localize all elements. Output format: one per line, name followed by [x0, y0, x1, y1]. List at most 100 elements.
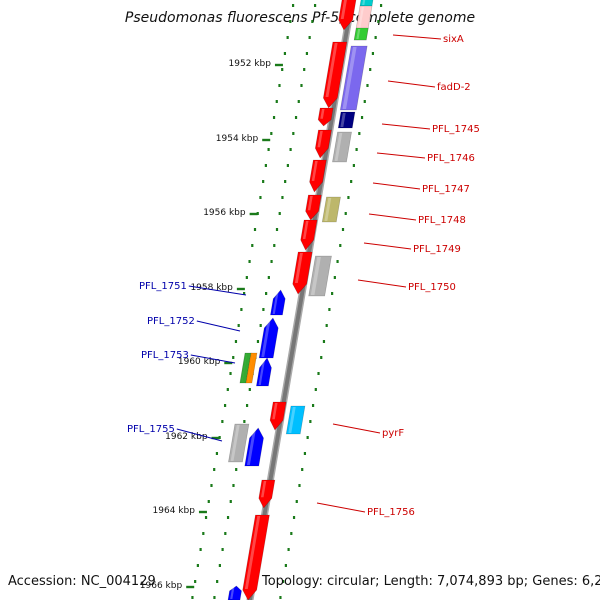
ring-dot — [243, 292, 246, 295]
ring-dot — [333, 276, 336, 279]
gene-leader-line — [363, 242, 412, 250]
ring-dot — [235, 468, 238, 471]
ring-dot — [311, 404, 315, 407]
cds-reverse-pfl1752-shade — [261, 319, 271, 357]
cds-forward-pfl1750 — [292, 251, 313, 295]
cds-forward-pfl1757 — [242, 514, 270, 600]
topology-text: Topology: circular; Length: 7,074,893 bp… — [262, 574, 600, 589]
gene-leader-line — [196, 320, 241, 332]
category-gray-left — [228, 423, 250, 463]
cds-forward-pfl1749-shade — [302, 221, 309, 239]
ring-dot — [259, 324, 262, 327]
ring-dot — [289, 148, 292, 151]
gene-leader-line — [381, 123, 431, 130]
ring-dot — [322, 340, 326, 343]
ring-dot — [213, 596, 216, 599]
ring-dot — [283, 52, 287, 55]
ring-dot — [278, 212, 281, 215]
ring-dot — [284, 180, 287, 183]
ring-dot — [224, 532, 227, 535]
ring-dot — [317, 372, 320, 375]
gene-label: PFL_1753 — [141, 350, 189, 361]
ring-dot — [292, 132, 295, 135]
ring-dot — [218, 564, 221, 567]
ring-dot — [267, 148, 270, 151]
cds-forward-pfl1745 — [317, 107, 334, 127]
ring-dot — [199, 548, 202, 551]
ring-dot — [295, 500, 298, 503]
ring-dot — [282, 580, 285, 583]
ring-dot — [350, 180, 353, 183]
ring-dot — [341, 228, 345, 231]
ring-dot — [243, 420, 246, 423]
cds-forward-pfl1747 — [309, 159, 327, 193]
ring-dot — [308, 36, 311, 39]
ring-dot — [248, 260, 251, 263]
cds-reverse-pfl1753-shade — [258, 359, 266, 385]
gene-leader-line — [188, 285, 247, 296]
ring-dot — [289, 20, 292, 23]
ring-dot — [344, 212, 347, 215]
gene-label: PFL_1748 — [418, 215, 466, 226]
category-orange-left-shade — [248, 354, 253, 382]
ring-dot — [240, 308, 243, 311]
category-khaki — [321, 196, 341, 223]
cds-forward-pfl1750-shade — [294, 253, 303, 283]
cds-reverse-bottom-shade — [230, 587, 235, 599]
ring-dot — [284, 564, 287, 567]
ring-dot — [237, 324, 240, 327]
cds-forward-pfl1746 — [314, 129, 332, 159]
ring-dot — [369, 68, 372, 71]
category-gray-1-shade — [334, 133, 343, 161]
ring-dot — [262, 180, 265, 183]
ruler-label: 1964 kbp — [153, 506, 196, 516]
ring-dot — [204, 516, 208, 519]
ring-dot — [355, 148, 358, 151]
gene-leader-line — [392, 34, 442, 40]
gene-leader-line — [176, 428, 223, 442]
category-green-top-shade — [356, 29, 361, 39]
category-green-left-shade — [242, 354, 247, 382]
ring-dot — [379, 4, 383, 7]
ring-dot — [229, 500, 232, 503]
ruler-label: 1960 kbp — [178, 357, 221, 367]
ring-dot — [248, 388, 251, 391]
category-skyblue — [285, 405, 306, 435]
gene-label: PFL_1749 — [413, 244, 461, 255]
cds-reverse-pfl1752 — [258, 317, 279, 359]
gene-label: fadD-2 — [437, 82, 471, 93]
gene-label: PFL_1746 — [427, 153, 475, 164]
gene-leader-line — [372, 182, 421, 190]
ring-dot — [331, 292, 334, 295]
ruler: 1952 kbp 1954 kbp 1956 kbp 1958 kbp 1960 kbp… — [140, 59, 283, 591]
ring-dot — [207, 500, 210, 503]
map-title: Pseudomonas fluorescens Pf-5, complete g… — [124, 10, 476, 26]
category-orange-left — [245, 352, 258, 384]
ring-dot — [265, 292, 268, 295]
cds-reverse-pfl1751-shade — [272, 291, 279, 314]
ring-dot — [221, 420, 224, 423]
cds-reverse-pfl1753 — [256, 357, 272, 387]
ring-dot — [191, 596, 194, 599]
ring-dot — [234, 340, 238, 343]
ring-dot — [245, 404, 249, 407]
cds-forward-pyrF — [269, 401, 287, 431]
cds-forward-pfl1748 — [305, 194, 322, 221]
gene-label: pyrF — [382, 428, 404, 439]
ring-dot — [298, 484, 301, 487]
cds-reverse-pfl1755-shade — [246, 429, 256, 465]
ruler-label: 1952 kbp — [229, 59, 272, 69]
gene-label: PFL_1752 — [147, 316, 195, 327]
ring-dot — [196, 564, 199, 567]
ring-dot — [245, 276, 248, 279]
ring-dot — [292, 516, 296, 519]
category-khaki-shade — [324, 198, 332, 221]
ring-dot — [251, 244, 254, 247]
ruler-label: 1958 kbp — [190, 283, 233, 293]
ruler-label: 1954 kbp — [216, 134, 259, 144]
ring-dot — [309, 420, 312, 423]
gene-leader-line — [316, 502, 366, 513]
accession-text: Accession: NC_004129 — [8, 574, 156, 589]
ring-dot — [232, 356, 235, 359]
